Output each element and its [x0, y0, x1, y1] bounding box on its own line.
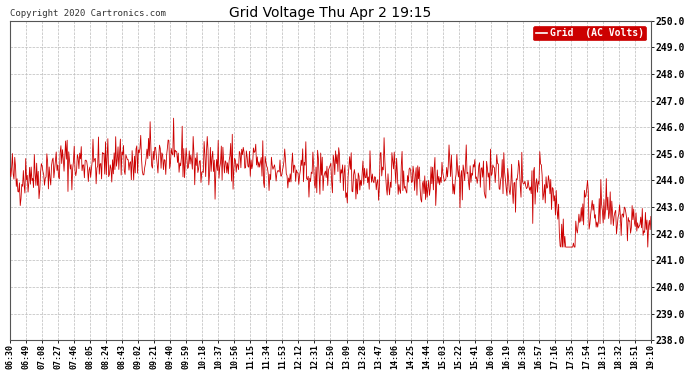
Text: Copyright 2020 Cartronics.com: Copyright 2020 Cartronics.com [10, 9, 166, 18]
Legend: Grid  (AC Volts): Grid (AC Volts) [533, 26, 646, 40]
Title: Grid Voltage Thu Apr 2 19:15: Grid Voltage Thu Apr 2 19:15 [229, 6, 432, 20]
